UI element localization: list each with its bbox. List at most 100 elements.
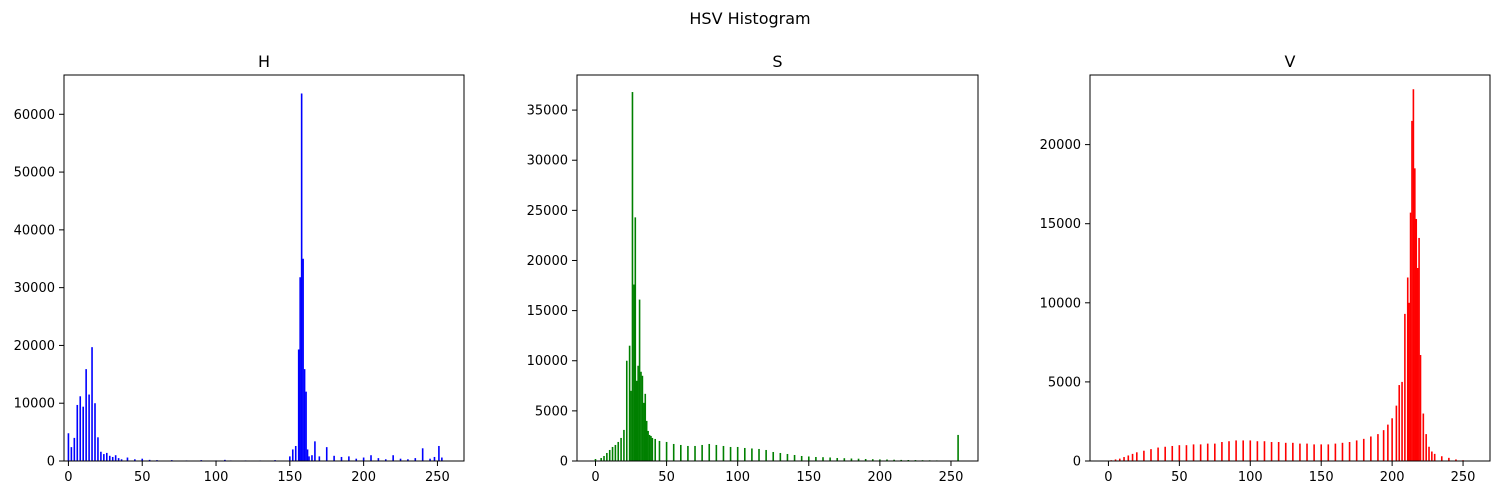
bar bbox=[91, 347, 93, 461]
bar bbox=[893, 459, 895, 461]
bar bbox=[857, 458, 860, 461]
y-tick-label: 20000 bbox=[527, 254, 568, 269]
bar bbox=[1362, 438, 1365, 461]
x-tick-label: 150 bbox=[1309, 470, 1334, 485]
y-tick-label: 10000 bbox=[1040, 296, 1081, 311]
bar bbox=[680, 444, 682, 461]
bar bbox=[1136, 452, 1138, 461]
x-tick-label: 50 bbox=[134, 470, 151, 485]
x-tick-label: 0 bbox=[1104, 470, 1112, 485]
bar bbox=[1221, 442, 1223, 461]
y-tick-label: 10000 bbox=[14, 397, 55, 412]
bar bbox=[620, 437, 622, 461]
bar bbox=[647, 430, 649, 461]
bar bbox=[807, 456, 810, 461]
bar bbox=[97, 437, 99, 461]
y-tick-label: 35000 bbox=[527, 104, 568, 119]
bar bbox=[822, 457, 824, 461]
bar bbox=[815, 456, 817, 461]
bar bbox=[311, 455, 313, 461]
bar bbox=[743, 447, 746, 461]
bar bbox=[694, 445, 696, 461]
y-tick-label: 20000 bbox=[1040, 138, 1081, 153]
y-tick-label: 20000 bbox=[14, 339, 55, 354]
figure-title: HSV Histogram bbox=[689, 9, 810, 28]
bar bbox=[628, 345, 631, 461]
bar bbox=[1401, 381, 1403, 461]
bar bbox=[1327, 444, 1330, 461]
bar bbox=[1199, 444, 1202, 461]
bar bbox=[1415, 218, 1418, 461]
bar bbox=[126, 457, 129, 461]
bar bbox=[88, 394, 90, 461]
bar bbox=[644, 393, 647, 461]
bar bbox=[864, 458, 867, 461]
bar bbox=[736, 446, 739, 461]
bar bbox=[871, 459, 874, 461]
bar bbox=[384, 459, 387, 461]
bar bbox=[843, 458, 846, 461]
bar bbox=[1395, 405, 1398, 461]
x-tick-label: 100 bbox=[1238, 470, 1263, 485]
bar bbox=[103, 454, 105, 461]
bar bbox=[900, 459, 903, 461]
bar bbox=[614, 444, 617, 461]
y-tick-label: 0 bbox=[47, 455, 55, 470]
bar bbox=[1150, 449, 1152, 461]
chart-panel-s: S 0 50 100 150 200 250 0 5000 10000 15000 20000 2500… bbox=[527, 52, 979, 485]
bar bbox=[303, 369, 306, 461]
x-tick-label: 200 bbox=[1380, 470, 1405, 485]
y-tick-label: 0 bbox=[560, 455, 568, 470]
bar bbox=[1284, 442, 1287, 461]
bar bbox=[779, 452, 782, 461]
bar bbox=[631, 92, 634, 461]
bar bbox=[1406, 277, 1409, 461]
bar bbox=[658, 440, 661, 461]
bar bbox=[1270, 442, 1273, 461]
bar bbox=[886, 459, 888, 461]
chart-panels: H0 50 100 150 200 250010000200003000040000500… bbox=[14, 52, 1491, 485]
x-tick-label: 250 bbox=[939, 470, 964, 485]
bar bbox=[100, 451, 102, 461]
bar bbox=[94, 403, 96, 461]
bar bbox=[650, 435, 652, 461]
bar bbox=[1422, 413, 1425, 461]
bar bbox=[701, 444, 703, 461]
bar bbox=[1131, 453, 1134, 461]
bar bbox=[1341, 442, 1344, 461]
bar bbox=[1306, 443, 1308, 461]
bar bbox=[879, 459, 881, 461]
bar bbox=[1428, 446, 1430, 461]
bar bbox=[751, 448, 753, 461]
bar bbox=[640, 371, 642, 461]
bar bbox=[1292, 442, 1294, 461]
bar bbox=[1242, 440, 1244, 461]
bar bbox=[1382, 430, 1385, 461]
bar bbox=[399, 458, 402, 461]
chart-panel-h: H 0 50 100 150 200 250 0 10000 20000 30000 40000 500… bbox=[14, 52, 465, 485]
bar bbox=[1118, 458, 1121, 461]
x-tick-label: 200 bbox=[867, 470, 892, 485]
bar bbox=[630, 390, 632, 461]
x-tick-label: 50 bbox=[1171, 470, 1188, 485]
bar bbox=[654, 438, 657, 461]
bar bbox=[300, 93, 303, 462]
bar bbox=[1157, 447, 1159, 461]
x-tick-label: 100 bbox=[725, 470, 750, 485]
y-tick-label: 10000 bbox=[527, 354, 568, 369]
bar bbox=[148, 459, 151, 461]
bar bbox=[606, 452, 608, 461]
bar bbox=[625, 360, 628, 461]
bar bbox=[438, 445, 440, 461]
bar bbox=[1416, 268, 1419, 461]
bar bbox=[672, 443, 675, 461]
bar bbox=[111, 456, 114, 461]
bar bbox=[793, 454, 796, 461]
bar bbox=[106, 452, 108, 461]
bar bbox=[957, 434, 959, 461]
bar bbox=[73, 437, 76, 461]
bar bbox=[333, 455, 335, 461]
bar bbox=[325, 447, 328, 461]
